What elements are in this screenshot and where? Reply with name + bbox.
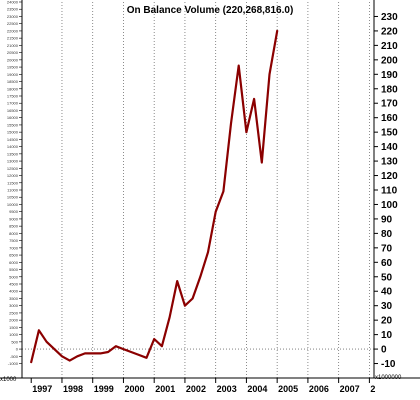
right-tick-label: 30 [381,301,393,312]
x-tick-label: 2 [370,384,375,394]
left-axis: -1000 -500 0 500 1000 1500 2000 2500 3000 3500 400… [7,0,23,378]
left-tick-label: 4500 [9,282,19,287]
left-tick-label: 17000 [7,101,19,106]
right-tick-label: 110 [381,186,398,197]
left-tick-label: 19000 [7,72,19,77]
left-tick-label: 21000 [7,43,19,48]
right-tick-label: 20 [381,316,393,327]
left-tick-label: 18500 [7,79,19,84]
left-tick-label: 10500 [7,195,19,200]
right-tick-label: 130 [381,157,398,168]
left-tick-label: 6500 [9,253,19,258]
left-tick-label: 1500 [9,325,19,330]
left-tick-label: 13000 [7,159,19,164]
left-tick-label: 19500 [7,65,19,70]
right-tick-label: 90 [381,214,393,225]
left-tick-label: 16500 [7,108,19,113]
x-tick-label: 1997 [32,384,52,394]
left-tick-label: 20500 [7,50,19,55]
left-tick-label: -1000 [8,361,19,366]
left-tick-label: 1000 [9,332,19,337]
left-tick-label: 10000 [7,202,19,207]
x-tick-label: 2001 [155,384,175,394]
left-tick-label: 12500 [7,166,19,171]
left-tick-label: 17500 [7,94,19,99]
right-tick-label: 220 [381,26,398,37]
left-tick-label: 9500 [9,209,19,214]
right-axis: -10 0 10 20 30 40 50 60 70 80 90 100 110 120 130 140 150… [373,0,398,378]
x-tick-label: 2005 [278,384,298,394]
left-tick-label: 7500 [9,238,19,243]
right-tick-label: 0 [381,345,387,356]
right-tick-label: 70 [381,243,393,254]
right-tick-label: 160 [381,113,398,124]
chart-title: On Balance Volume (220,268,816.0) [127,5,294,16]
left-tick-label: 12000 [7,173,19,178]
right-unit-label: x1000000 [375,375,402,381]
left-tick-label: 4000 [9,289,19,294]
left-tick-label: 21500 [7,36,19,41]
x-tick-label: 2000 [124,384,144,394]
left-tick-label: 18000 [7,86,19,91]
left-tick-label: 16000 [7,115,19,120]
plot-background [22,0,374,378]
left-tick-label: 22000 [7,28,19,33]
right-tick-label: 50 [381,272,393,283]
left-tick-label: 3500 [9,296,19,301]
left-tick-label: 5000 [9,274,19,279]
left-tick-label: 500 [11,339,18,344]
x-tick-label: 2003 [217,384,237,394]
right-tick-label: 230 [381,12,398,23]
series-layer [30,29,279,364]
right-tick-label: 10 [381,330,393,341]
left-tick-label: 8500 [9,224,19,229]
right-tick-label: 80 [381,229,393,240]
x-tick-label: 2002 [186,384,206,394]
left-tick-label: 15500 [7,122,19,127]
left-tick-label: 15000 [7,130,19,135]
left-tick-label: 0 [16,347,19,352]
x-tick-label: 2004 [247,384,267,394]
right-tick-label: 40 [381,287,393,298]
left-tick-label: 23500 [7,7,19,12]
right-tick-label: 200 [381,55,398,66]
left-tick-label: 20000 [7,57,19,62]
series-line [30,29,279,364]
left-tick-label: 22500 [7,21,19,26]
left-tick-label: 24000 [7,0,19,5]
left-tick-label: 7000 [9,245,19,250]
right-tick-label: 60 [381,258,393,269]
left-tick-label: 23000 [7,14,19,19]
left-tick-label: 13500 [7,151,19,156]
left-tick-label: 14500 [7,137,19,142]
right-tick-label: 120 [381,171,398,182]
left-tick-label: 8000 [9,231,19,236]
x-tick-label: 2006 [309,384,329,394]
x-tick-label: 1998 [63,384,83,394]
left-tick-label: 6000 [9,260,19,265]
left-tick-label: 3000 [9,303,19,308]
left-tick-label: 5500 [9,267,19,272]
x-tick-label: 1999 [94,384,114,394]
right-tick-label: 170 [381,99,398,110]
right-tick-label: 150 [381,128,398,139]
left-tick-label: 2000 [9,318,19,323]
right-tick-label: 180 [381,84,398,95]
left-tick-label: -500 [10,354,19,359]
left-tick-label: 14000 [7,144,19,149]
left-unit-label: x1000 [0,377,17,383]
right-tick-label: 190 [381,70,398,81]
right-tick-label: 100 [381,200,398,211]
right-tick-label: -10 [381,359,396,370]
left-tick-label: 11000 [7,188,19,193]
left-tick-label: 9000 [9,216,19,221]
x-axis: 1997 1998 1999 2000 2001 2002 2003 2004 2005 2006… [0,377,420,394]
right-tick-label: 210 [381,41,398,52]
left-tick-label: 11500 [7,180,19,185]
left-tick-label: 2500 [9,310,19,315]
right-tick-label: 140 [381,142,398,153]
x-tick-label: 2007 [340,384,360,394]
